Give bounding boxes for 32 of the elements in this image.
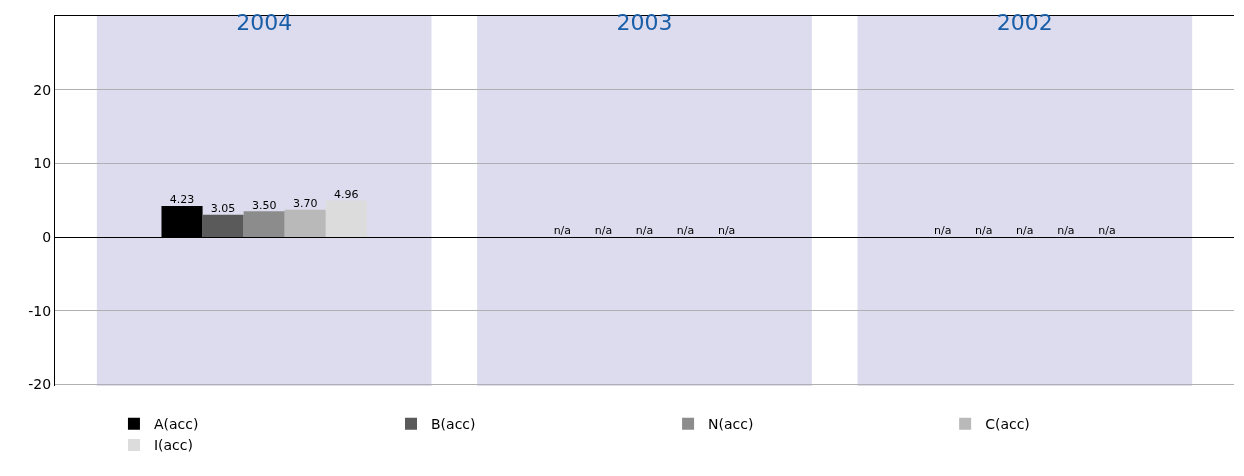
legend-label: A(acc) xyxy=(153,416,199,433)
y-tick-label: 10 xyxy=(33,155,52,172)
y-tick-label: -20 xyxy=(28,376,52,393)
text: n/a xyxy=(553,224,572,238)
text: n/a xyxy=(676,224,695,238)
data-label: 4.96 xyxy=(334,187,359,201)
text: n/a xyxy=(975,224,993,238)
x-tick-label: 2002 xyxy=(996,10,1053,35)
text: n/a xyxy=(635,224,654,238)
text: n/a xyxy=(933,224,952,238)
text: n/a xyxy=(1016,224,1034,238)
data-label: 3.50 xyxy=(251,198,277,212)
bar xyxy=(284,209,326,238)
bar xyxy=(202,214,244,238)
legend-label: N(acc) xyxy=(708,416,754,433)
data-label: 3.70 xyxy=(293,197,318,211)
legend-label: B(acc) xyxy=(431,416,476,433)
y-tick-label: 0 xyxy=(42,229,52,246)
bar xyxy=(243,211,285,238)
bar xyxy=(325,200,367,238)
legend-label: C(acc) xyxy=(985,416,1030,433)
text: n/a xyxy=(717,224,736,238)
x-tick-label: 2003 xyxy=(616,10,673,35)
x-tick-label: 2004 xyxy=(236,10,293,35)
y-tick-label: -10 xyxy=(28,302,52,319)
legend-label: I(acc) xyxy=(153,437,193,454)
y-tick-label: 20 xyxy=(33,81,52,98)
data-label: 3.05 xyxy=(210,201,236,215)
text: n/a xyxy=(594,224,613,238)
data-label: 4.23 xyxy=(169,193,195,207)
text: n/a xyxy=(1057,224,1075,238)
text: n/a xyxy=(1098,224,1116,238)
